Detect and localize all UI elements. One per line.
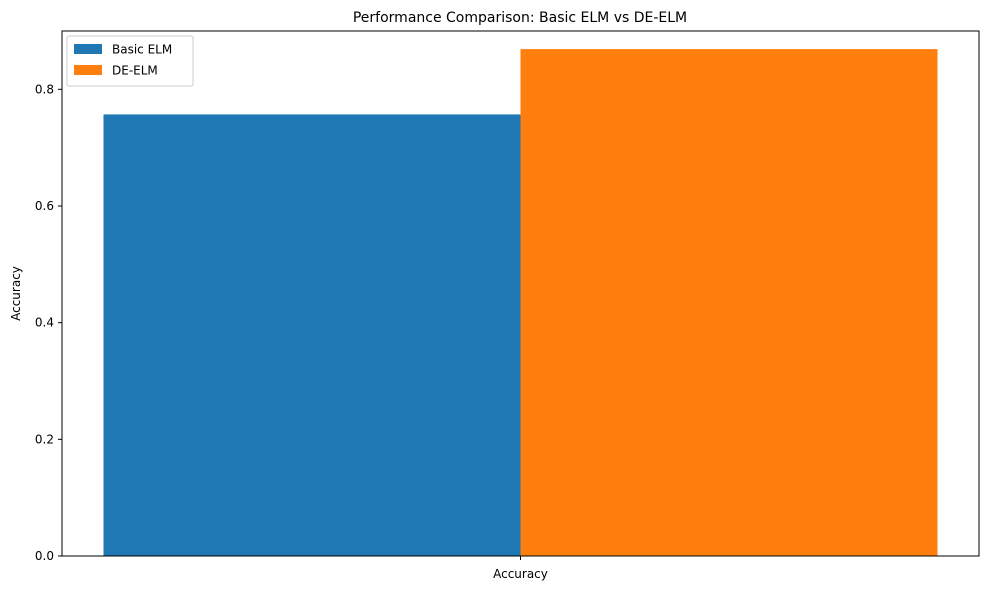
y-tick-label: 0.6 [35, 199, 54, 213]
bars-group [103, 49, 938, 557]
y-tick-label: 0.0 [35, 549, 54, 563]
bar-basic-elm [103, 114, 521, 557]
y-tick-label: 0.2 [35, 432, 54, 446]
x-axis: Accuracy [493, 556, 548, 581]
legend-label-basic-elm: Basic ELM [112, 43, 172, 57]
legend: Basic ELM DE-ELM [66, 35, 194, 87]
y-axis: 0.0 0.2 0.4 0.6 0.8 [35, 82, 62, 563]
legend-swatch-basic-elm [74, 44, 102, 54]
chart-title: Performance Comparison: Basic ELM vs DE-… [353, 10, 687, 26]
y-axis-title: Accuracy [9, 266, 23, 321]
legend-swatch-de-elm [74, 65, 102, 75]
y-tick-label: 0.8 [35, 82, 54, 96]
y-tick-label: 0.4 [35, 316, 54, 330]
x-tick-label: Accuracy [493, 567, 548, 581]
bar-de-elm [520, 49, 938, 556]
legend-label-de-elm: DE-ELM [112, 64, 158, 78]
